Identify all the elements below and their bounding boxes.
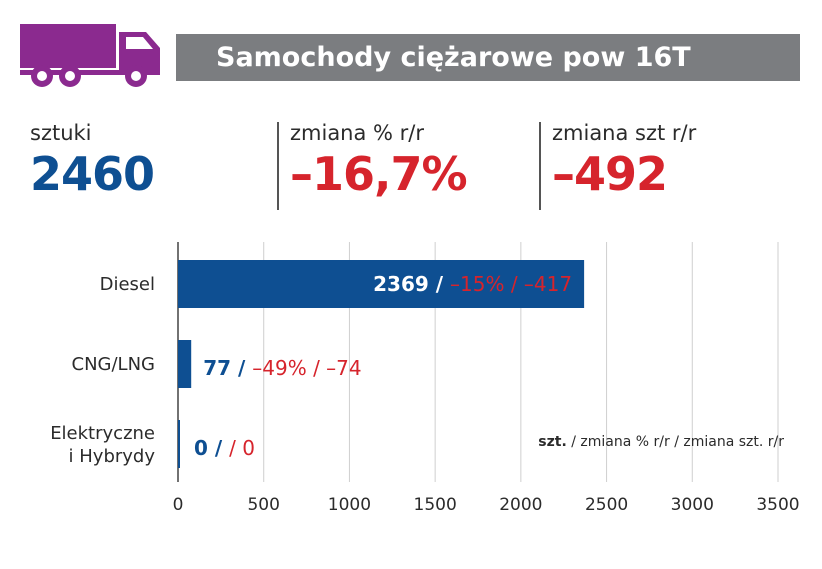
data-label-change: / 0 — [229, 436, 255, 460]
category-label-line: Elektryczne — [50, 423, 155, 444]
legend-bold: szt. — [538, 434, 567, 450]
category-labels: Diesel CNG/LNG Elektryczne i Hybrydy — [50, 274, 155, 467]
stat-change-abs-value: –492 — [552, 147, 668, 201]
data-labels: 2369 / –15% / –417 77 / –49% / –74 0 / / 0 — [194, 272, 572, 460]
bar-chart: Diesel CNG/LNG Elektryczne i Hybrydy 0 500 10… — [50, 242, 800, 515]
category-label: CNG/LNG — [72, 354, 156, 375]
stat-change-pct-label: zmiana % r/r — [290, 121, 425, 145]
bars — [178, 260, 585, 468]
data-label-separator: / — [231, 356, 252, 380]
stat-change-abs: zmiana szt r/r –492 — [552, 120, 802, 210]
data-label-separator: / — [429, 272, 450, 296]
bar — [178, 420, 180, 468]
bar — [178, 260, 585, 308]
data-label: 2369 / –15% / –417 — [373, 272, 572, 296]
category-label-line: i Hybrydy — [69, 446, 156, 467]
stat-change-pct-value: –16,7% — [290, 147, 468, 201]
x-tick-label: 2000 — [499, 495, 542, 515]
data-label-change: –49% / –74 — [252, 356, 361, 380]
legend-rest: / zmiana % r/r / zmiana szt. r/r — [567, 434, 784, 450]
x-tick-label: 0 — [173, 495, 184, 515]
x-tick-label: 3500 — [756, 495, 799, 515]
stat-change-abs-label: zmiana szt r/r — [552, 121, 697, 145]
data-label-separator: / — [208, 436, 229, 460]
category-label: Diesel — [100, 274, 155, 295]
bar — [178, 340, 192, 388]
data-label: 0 / / 0 — [194, 436, 255, 460]
category-label: Elektryczne i Hybrydy — [50, 423, 155, 467]
x-tick-labels: 0 500 1000 1500 2000 2500 3000 3500 — [173, 495, 800, 515]
x-tick-label: 500 — [247, 495, 279, 515]
category-label-line: Diesel — [100, 274, 155, 295]
data-label-value: 2369 — [373, 272, 429, 296]
x-tick-label: 2500 — [585, 495, 628, 515]
x-tick-label: 3000 — [671, 495, 714, 515]
stat-change-pct: zmiana % r/r –16,7% — [290, 120, 530, 210]
stat-divider — [277, 122, 279, 210]
data-label-value: 0 — [194, 436, 208, 460]
page-title: Samochody ciężarowe pow 16T — [176, 34, 800, 81]
stat-units-label: sztuki — [30, 121, 92, 145]
stat-units-value: 2460 — [30, 147, 155, 201]
category-label-line: CNG/LNG — [72, 354, 156, 375]
truck-icon — [20, 24, 160, 87]
x-tick-label: 1500 — [414, 495, 457, 515]
data-label: 77 / –49% / –74 — [203, 356, 361, 380]
data-label-change: –15% / –417 — [450, 272, 572, 296]
x-tick-label: 1000 — [328, 495, 371, 515]
stat-divider — [539, 122, 541, 210]
data-label-value: 77 — [203, 356, 231, 380]
legend: szt. / zmiana % r/r / zmiana szt. r/r — [538, 434, 784, 450]
stat-units: sztuki 2460 — [30, 120, 270, 210]
